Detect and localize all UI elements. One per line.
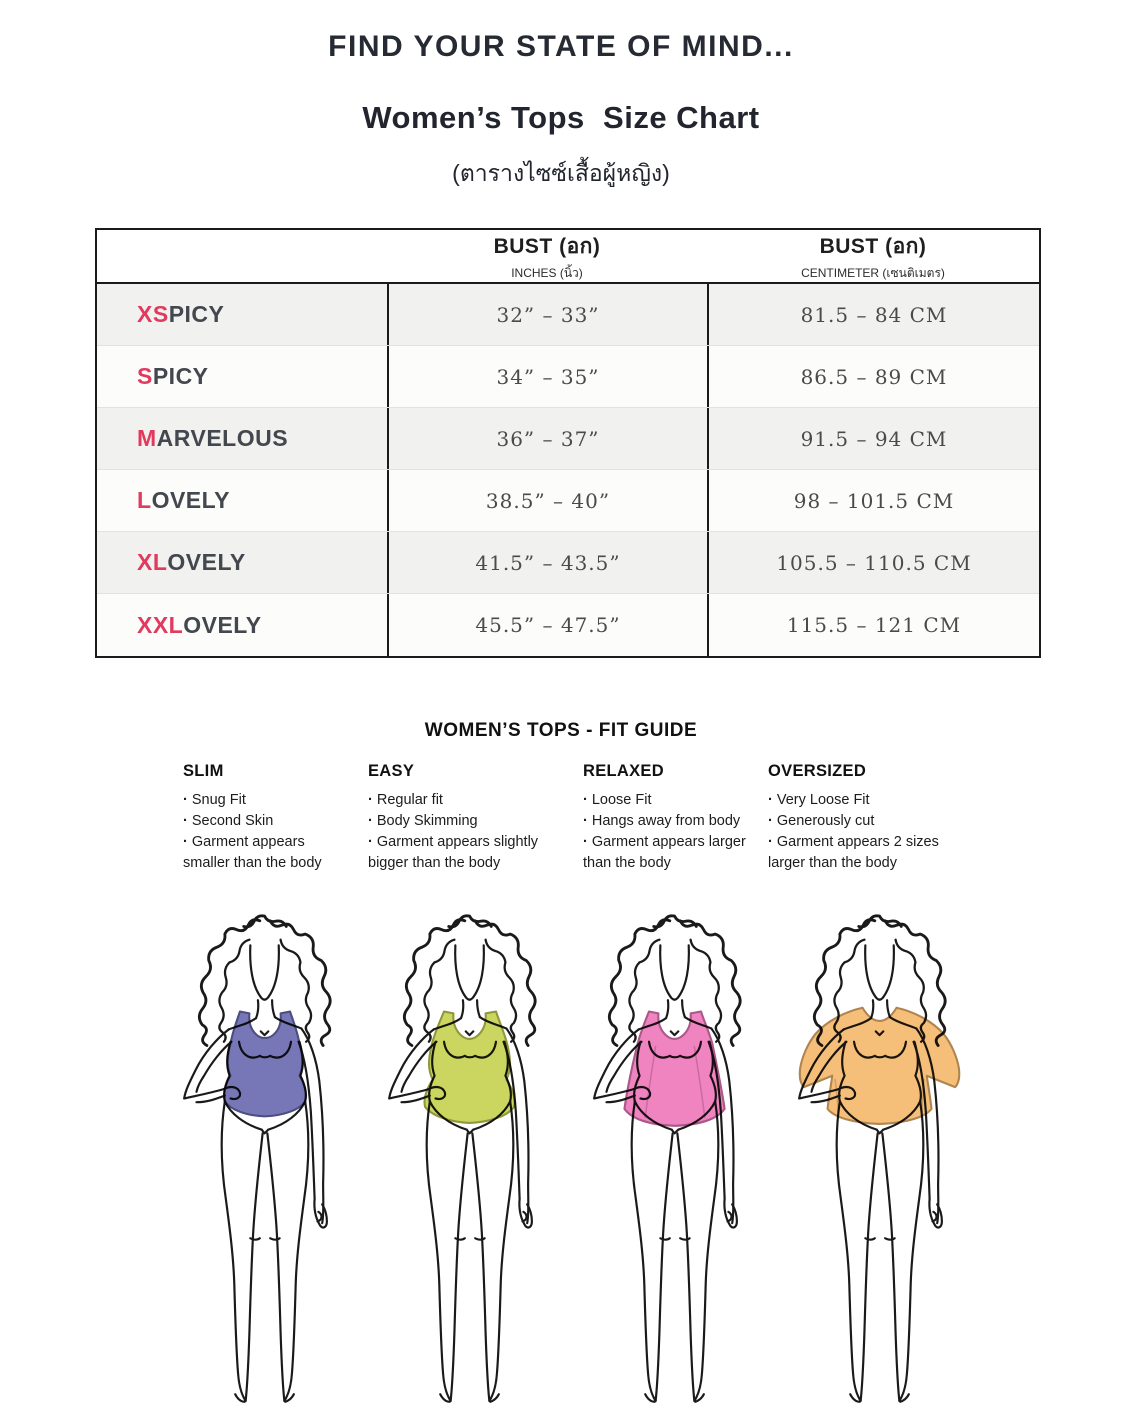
size-name-rest: PICY [168,301,225,327]
size-name-accent: XXL [137,611,184,638]
size-name-rest: OVELY [151,487,230,513]
fit-name: OVERSIZED [768,762,867,780]
size-name: S PICY [97,346,387,407]
bust-inches-value: 36” – 37” [387,408,707,469]
size-table-row: S PICY 34” – 35” 86.5 – 89 CM [97,346,1039,408]
bust-inches-title: BUST (อก) [493,234,601,258]
fit-bullet: Regular fit [368,790,571,811]
bust-inches-value: 32” – 33” [387,284,707,345]
figure-cell-oversized [777,900,982,1415]
size-table-body: XS PICY 32” – 33” 81.5 – 84 CM S PICY 34” – 35… [97,284,1039,656]
size-table-row: L OVELY 38.5” – 40” 98 – 101.5 CM [97,470,1039,532]
fit-name: SLIM [183,762,224,780]
fit-column-easy: EASY Regular fitBody SkimmingGarment appe… [368,762,583,894]
fit-bullet: Snug Fit [183,790,340,811]
fit-bullet: Second Skin [183,811,340,832]
bust-cm-subtitle: CENTIMETER (เซนติเมตร) [801,265,945,280]
fit-bullet-list: Loose FitHangs away from bodyGarment app… [583,790,768,874]
bust-cm-value: 86.5 – 89 CM [707,346,1039,407]
bust-cm-title: BUST (อก) [819,234,927,258]
fit-guide-title: WOMEN’S TOPS - FIT GUIDE [424,720,698,741]
bust-cm-value: 115.5 – 121 CM [707,594,1039,656]
size-name-accent: XS [137,301,169,327]
page-subtitle: Women’s Tops Size Chart [362,100,760,135]
fit-column-slim: SLIM Snug FitSecond SkinGarment appears s… [183,762,368,894]
fit-bullet: Garment appears larger than the body [583,832,756,874]
fit-figure-oversized [797,914,960,1403]
fit-bullet: Generously cut [768,811,956,832]
fit-bullet: Loose Fit [583,790,756,811]
size-name-accent: XL [137,549,168,575]
size-name-rest: PICY [152,363,209,389]
size-name: XL OVELY [97,532,387,593]
bust-cm-value: 91.5 – 94 CM [707,408,1039,469]
size-name-accent: S [137,363,153,389]
bust-inches-value: 41.5” – 43.5” [387,532,707,593]
fit-bullet: Very Loose Fit [768,790,956,811]
fit-figure-slim [182,914,332,1403]
bust-inches-value: 34” – 35” [387,346,707,407]
bust-inches-value: 38.5” – 40” [387,470,707,531]
fit-figure-relaxed [592,914,742,1403]
fit-bullet-list: Regular fitBody SkimmingGarment appears … [368,790,583,874]
header-cell-bust-cm: BUST (อก) CENTIMETER (เซนติเมตร) [707,230,1039,282]
size-name: XXL OVELY [97,594,387,656]
figure-cell-relaxed [572,900,777,1415]
page-title: FIND YOUR STATE OF MIND... [328,30,794,63]
size-name-rest: OVELY [167,549,246,575]
figure-cell-slim [162,900,367,1415]
bust-cm-value: 81.5 – 84 CM [707,284,1039,345]
size-name-rest: OVELY [183,611,262,638]
figure-cell-easy [367,900,572,1415]
size-name: L OVELY [97,470,387,531]
size-table-row: XL OVELY 41.5” – 43.5” 105.5 – 110.5 CM [97,532,1039,594]
fit-column-relaxed: RELAXED Loose FitHangs away from bodyGarm… [583,762,768,894]
size-name: XS PICY [97,284,387,345]
size-table-row: M ARVELOUS 36” – 37” 91.5 – 94 CM [97,408,1039,470]
fit-bullet-list: Snug FitSecond SkinGarment appears small… [183,790,368,874]
size-table-row: XS PICY 32” – 33” 81.5 – 84 CM [97,284,1039,346]
fit-bullet: Garment appears 2 sizes larger than the … [768,832,956,874]
bust-inches-value: 45.5” – 47.5” [387,594,707,656]
size-name-rest: ARVELOUS [156,425,289,451]
size-name-accent: M [137,425,157,451]
fit-bullet: Hangs away from body [583,811,756,832]
fit-column-oversized: OVERSIZED Very Loose FitGenerously cutGar… [768,762,968,894]
fit-name: RELAXED [583,762,664,780]
size-name-accent: L [137,487,152,513]
fit-bullet: Body Skimming [368,811,571,832]
fit-bullet-list: Very Loose FitGenerously cutGarment appe… [768,790,968,874]
size-table-row: XXL OVELY 45.5” – 47.5” 115.5 – 121 CM [97,594,1039,656]
bust-cm-value: 105.5 – 110.5 CM [707,532,1039,593]
fit-bullet: Garment appears slightly bigger than the… [368,832,571,874]
header-cell-empty [97,230,387,282]
fit-guide-columns: SLIMSnug FitSecond SkinGarment appears s… [183,762,1122,894]
header-cell-bust-inches: BUST (อก) INCHES (นิ้ว) [387,230,707,282]
bust-cm-value: 98 – 101.5 CM [707,470,1039,531]
fit-figure-easy [387,914,537,1403]
fit-bullet: Garment appears smaller than the body [183,832,340,874]
size-name: M ARVELOUS [97,408,387,469]
size-table: BUST (อก) INCHES (นิ้ว) BUST (อก) CENTIM… [95,228,1041,658]
page-subtitle-thai: (ตารางไซซ์เสื้อผู้หญิง) [452,160,670,186]
fit-name: EASY [368,762,415,780]
fit-figures-row [162,900,1122,1415]
size-table-header: BUST (อก) INCHES (นิ้ว) BUST (อก) CENTIM… [97,230,1039,284]
bust-inches-subtitle: INCHES (นิ้ว) [511,265,583,280]
